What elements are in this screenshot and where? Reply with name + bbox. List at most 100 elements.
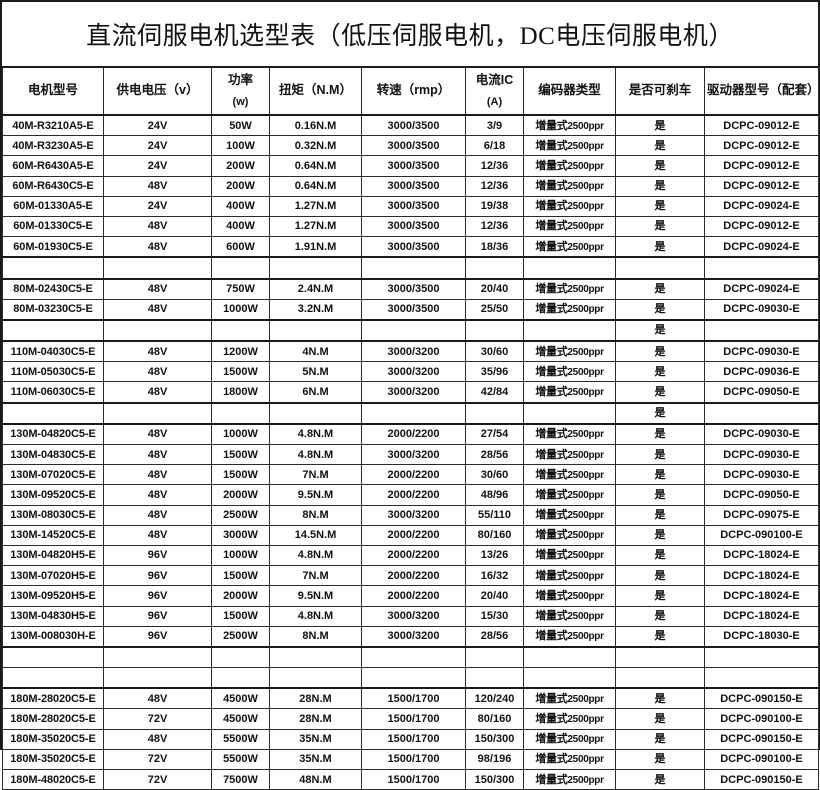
cell-power: 400W xyxy=(211,195,270,217)
cell-encoder xyxy=(523,645,616,669)
cell-torque: 6N.M xyxy=(269,381,362,404)
cell-speed: 3000/3500 xyxy=(361,215,466,238)
cell-power: 2500W xyxy=(211,504,270,526)
cell-speed: 3000/3500 xyxy=(361,155,466,177)
cell-brake: 是 xyxy=(615,748,705,771)
table-row[interactable]: 110M-05030C5-E 48V 1500W 5N.M 3000/3200 35/96… xyxy=(2,361,819,383)
cell-current: 18/36 xyxy=(465,236,524,258)
cell-model: 130M-008030H-E xyxy=(2,625,104,648)
encoder-type-label: 增量式 xyxy=(535,753,568,766)
table-row[interactable]: 180M-35020C5-E 72V 5500W 35N.M 1500/1700 98/1… xyxy=(2,748,819,771)
cell-model xyxy=(2,256,104,280)
encoder-type-label: 增量式 xyxy=(535,159,568,172)
table-row[interactable]: 130M-07020C5-E 48V 1500W 7N.M 2000/2200 30/60… xyxy=(2,464,819,486)
cell-model: 130M-08030C5-E xyxy=(2,504,104,526)
column-header-speed[interactable]: 转速（rmp） xyxy=(361,68,466,116)
cell-current xyxy=(465,645,524,669)
table-row[interactable]: 130M-04820C5-E 48V 1000W 4.8N.M 2000/2200 27/… xyxy=(2,422,819,445)
table-row[interactable]: 180M-35020C5-E 48V 5500W 35N.M 1500/1700 150/… xyxy=(2,728,819,750)
cell-voltage: 24V xyxy=(103,135,212,157)
cell-voltage: 96V xyxy=(103,565,212,587)
table-body: 40M-R3210A5-E 24V 50W 0.16N.M 3000/3500 3/9 增量… xyxy=(2,114,819,790)
cell-current: 80/160 xyxy=(465,524,524,546)
cell-voltage xyxy=(103,256,212,280)
cell-power: 5500W xyxy=(211,748,270,771)
table-row[interactable]: 80M-02430C5-E 48V 750W 2.4N.M 3000/3500 20/40… xyxy=(2,277,819,300)
table-row[interactable]: 110M-04030C5-E 48V 1200W 4N.M 3000/3200 30/60… xyxy=(2,340,819,363)
cell-speed xyxy=(361,318,466,342)
table-row[interactable]: 40M-R3230A5-E 24V 100W 0.32N.M 3000/3500 6/18… xyxy=(2,135,819,157)
cell-current xyxy=(465,256,524,280)
encoder-type-label: 增量式 xyxy=(535,509,568,522)
cell-encoder: 增量式2500ppr xyxy=(523,544,616,567)
cell-voltage: 96V xyxy=(103,544,212,567)
cell-brake: 是 xyxy=(615,155,705,177)
cell-driver: DCPC-09050-E xyxy=(704,484,819,506)
encoder-type-label: 增量式 xyxy=(535,345,568,358)
table-row[interactable]: 130M-04830H5-E 96V 1500W 4.8N.M 3000/3200 15/… xyxy=(2,605,819,627)
cell-voltage xyxy=(103,667,212,689)
cell-brake xyxy=(615,256,705,280)
table-row[interactable]: 130M-09520C5-E 48V 2000W 9.5N.M 2000/2200 48/… xyxy=(2,484,819,506)
cell-driver xyxy=(704,256,819,280)
cell-driver: DCPC-09030-E xyxy=(704,298,819,321)
cell-voltage: 48V xyxy=(103,504,212,526)
table-header: 电机型号 供电电压（v） 功率 (w) 扭矩（N.M） 转速（rmp） 电流IC (A) 编码器… xyxy=(2,68,819,116)
column-header-voltage[interactable]: 供电电压（v） xyxy=(103,68,212,116)
table-row[interactable]: 60M-01930C5-E 48V 600W 1.91N.M 3000/3500 18/3… xyxy=(2,236,819,258)
table-row[interactable]: 130M-08030C5-E 48V 2500W 8N.M 3000/3200 55/11… xyxy=(2,504,819,526)
column-header-encoder[interactable]: 编码器类型 xyxy=(523,68,616,116)
column-header-model[interactable]: 电机型号 xyxy=(2,68,104,116)
cell-speed: 3000/3500 xyxy=(361,236,466,258)
table-row[interactable]: 60M-01330A5-E 24V 400W 1.27N.M 3000/3500 19/3… xyxy=(2,195,819,217)
table-row[interactable]: 60M-R6430C5-E 48V 200W 0.64N.M 3000/3500 12/3… xyxy=(2,175,819,197)
cell-power xyxy=(211,256,270,280)
cell-brake: 是 xyxy=(615,443,705,466)
column-header-power[interactable]: 功率 (w) xyxy=(211,68,270,116)
column-header-driver[interactable]: 驱动器型号（配套） xyxy=(704,68,819,116)
cell-speed: 2000/2200 xyxy=(361,585,466,607)
table-row[interactable]: 130M-07020H5-E 96V 1500W 7N.M 2000/2200 16/32… xyxy=(2,565,819,587)
column-header-label: 是否可刹车 xyxy=(628,83,692,98)
cell-model: 60M-01930C5-E xyxy=(2,236,104,258)
table-row[interactable]: 130M-04830C5-E 48V 1500W 4.8N.M 3000/3200 28/… xyxy=(2,443,819,466)
cell-voltage: 72V xyxy=(103,708,212,730)
cell-power: 200W xyxy=(211,175,270,197)
table-spacer-row xyxy=(2,256,819,280)
encoder-resolution-label: 2500ppr xyxy=(567,774,604,786)
table-row[interactable]: 110M-06030C5-E 48V 1800W 6N.M 3000/3200 42/84… xyxy=(2,381,819,404)
table-row[interactable]: 60M-01330C5-E 48V 400W 1.27N.M 3000/3500 12/3… xyxy=(2,215,819,238)
table-row[interactable]: 180M-48020C5-E 72V 7500W 48N.M 1500/1700 150/… xyxy=(2,768,819,790)
table-row[interactable]: 80M-03230C5-E 48V 1000W 3.2N.M 3000/3500 25/5… xyxy=(2,298,819,321)
cell-brake: 是 xyxy=(615,464,705,486)
cell-torque: 1.27N.M xyxy=(269,215,362,238)
table-row[interactable]: 180M-28020C5-E 72V 4500W 28N.M 1500/1700 80/1… xyxy=(2,708,819,730)
encoder-resolution-label: 2500ppr xyxy=(567,386,604,398)
cell-model xyxy=(2,401,104,425)
table-row[interactable]: 40M-R3210A5-E 24V 50W 0.16N.M 3000/3500 3/9 增量… xyxy=(2,114,819,137)
column-header-brake[interactable]: 是否可刹车 xyxy=(615,68,705,116)
cell-model: 130M-07020C5-E xyxy=(2,464,104,486)
cell-voltage: 48V xyxy=(103,728,212,750)
column-header-torque[interactable]: 扭矩（N.M） xyxy=(269,68,362,116)
cell-current: 42/84 xyxy=(465,381,524,404)
column-header-label: 电流IC xyxy=(475,73,514,88)
cell-speed: 3000/3200 xyxy=(361,340,466,363)
table-row[interactable]: 130M-008030H-E 96V 2500W 8N.M 3000/3200 28/56… xyxy=(2,625,819,648)
cell-encoder: 增量式2500ppr xyxy=(523,687,616,710)
cell-torque xyxy=(269,401,362,425)
column-header-current[interactable]: 电流IC (A) xyxy=(465,68,524,116)
cell-encoder: 增量式2500ppr xyxy=(523,524,616,546)
encoder-resolution-label: 2500ppr xyxy=(567,366,604,378)
table-row[interactable]: 130M-04820H5-E 96V 1000W 4.8N.M 2000/2200 13/… xyxy=(2,544,819,567)
table-row[interactable]: 130M-09520H5-E 96V 2000W 9.5N.M 2000/2200 20/… xyxy=(2,585,819,607)
cell-brake: 是 xyxy=(615,175,705,197)
table-spacer-row: 是 xyxy=(2,401,819,425)
cell-power: 1000W xyxy=(211,422,270,445)
table-spacer-row xyxy=(2,667,819,689)
cell-torque: 28N.M xyxy=(269,687,362,710)
table-row[interactable]: 180M-28020C5-E 48V 4500W 28N.M 1500/1700 120/… xyxy=(2,687,819,710)
cell-encoder: 增量式2500ppr xyxy=(523,625,616,648)
table-row[interactable]: 60M-R6430A5-E 24V 200W 0.64N.M 3000/3500 12/3… xyxy=(2,155,819,177)
table-row[interactable]: 130M-14520C5-E 48V 3000W 14.5N.M 2000/2200 80… xyxy=(2,524,819,546)
